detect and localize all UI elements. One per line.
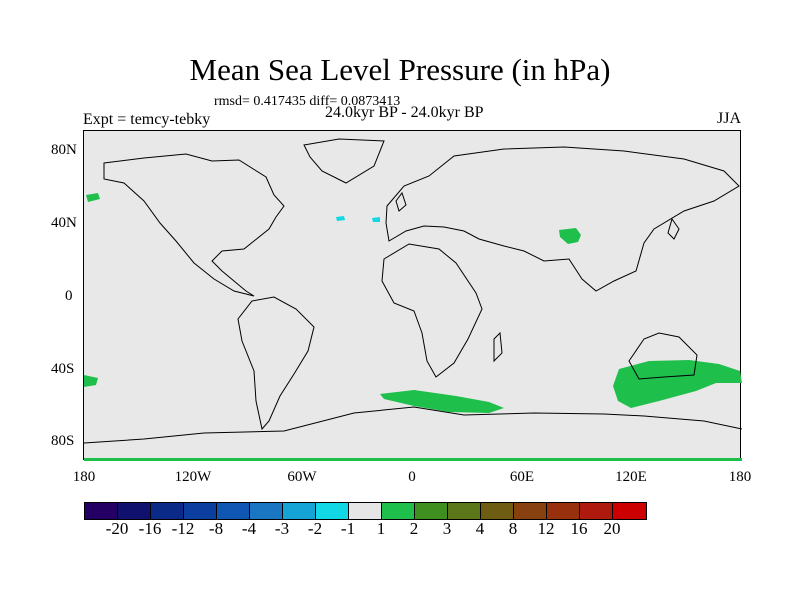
colorbar-label: 1	[376, 519, 386, 538]
coast-uk	[395, 191, 407, 212]
fill-tibet	[559, 228, 581, 244]
map-canvas	[84, 138, 742, 461]
colorbar-box	[415, 503, 448, 519]
colorbar-label: -8	[208, 519, 224, 538]
colorbar-label: -12	[171, 519, 195, 538]
fill-north-atlantic-2	[372, 217, 380, 222]
lat-label-40s: 40S	[51, 361, 75, 377]
colorbar-label: 12	[537, 519, 555, 538]
colorbar-box	[580, 503, 613, 519]
lat-label-40n: 40N	[51, 215, 77, 231]
coast-antarctica	[84, 406, 742, 444]
lat-label-80s: 80S	[51, 433, 75, 449]
colorbar-box	[613, 503, 646, 519]
colorbar	[84, 502, 647, 520]
fill-south-atlantic	[380, 390, 504, 413]
colorbar-label: 16	[570, 519, 588, 538]
colorbar-label: -1	[340, 519, 356, 538]
lon-label-120e: 120E	[615, 469, 647, 485]
colorbar-box	[448, 503, 481, 519]
fill-antarctic-strip	[84, 458, 742, 461]
period-label: 24.0kyr BP - 24.0kyr BP	[325, 104, 484, 121]
colorbar-box	[349, 503, 382, 519]
colorbar-box	[316, 503, 349, 519]
lon-label-120w: 120W	[174, 469, 212, 485]
stats-text: rmsd= 0.417435 diff= 0.0873413	[214, 94, 401, 109]
lon-label-60w: 60W	[287, 469, 317, 485]
anomaly-fills	[84, 193, 742, 461]
fill-north-atlantic-1	[336, 216, 345, 221]
fill-pacific-north	[86, 193, 100, 202]
fill-australia-south	[613, 360, 742, 408]
colorbar-box	[85, 503, 118, 519]
lat-label-80n: 80N	[51, 142, 77, 158]
colorbar-label: 8	[508, 519, 518, 538]
coast-africa	[381, 243, 483, 378]
colorbar-box	[184, 503, 217, 519]
coast-japan	[667, 217, 680, 240]
colorbar-label: 2	[409, 519, 419, 538]
lat-label-eq: 0	[65, 288, 73, 304]
season-label: JJA	[716, 110, 741, 127]
fill-pacific-west-south	[84, 375, 98, 387]
colorbar-box	[382, 503, 415, 519]
colorbar-box	[151, 503, 184, 519]
plot-title: Mean Sea Level Pressure (in hPa)	[189, 52, 611, 87]
colorbar-label: -20	[105, 519, 129, 538]
colorbar-label: -2	[307, 519, 323, 538]
lon-label-180w: 180	[72, 469, 96, 485]
coast-south-america	[237, 296, 315, 431]
coastlines	[84, 138, 742, 444]
colorbar-label: -16	[138, 519, 162, 538]
colorbar-box	[283, 503, 316, 519]
colorbar-label: 4	[475, 519, 485, 538]
lon-label-0: 0	[408, 469, 416, 485]
map-panel	[83, 130, 742, 461]
colorbar-label: -3	[274, 519, 290, 538]
colorbar-box	[514, 503, 547, 519]
colorbar-box	[481, 503, 514, 519]
colorbar-box	[547, 503, 580, 519]
coast-australia	[628, 332, 698, 380]
colorbar-box	[250, 503, 283, 519]
colorbar-label: 20	[603, 519, 621, 538]
colorbar-box	[217, 503, 250, 519]
coast-north-america	[103, 153, 285, 297]
lon-label-60e: 60E	[509, 469, 535, 485]
coast-eurasia	[385, 146, 740, 292]
colorbar-label: 3	[442, 519, 452, 538]
colorbar-label: -4	[241, 519, 257, 538]
coast-greenland	[303, 138, 385, 184]
lon-label-180e: 180	[728, 469, 752, 485]
experiment-label: Expt = temcy-tebky	[83, 111, 211, 128]
coast-madagascar	[493, 331, 503, 363]
colorbar-box	[118, 503, 151, 519]
